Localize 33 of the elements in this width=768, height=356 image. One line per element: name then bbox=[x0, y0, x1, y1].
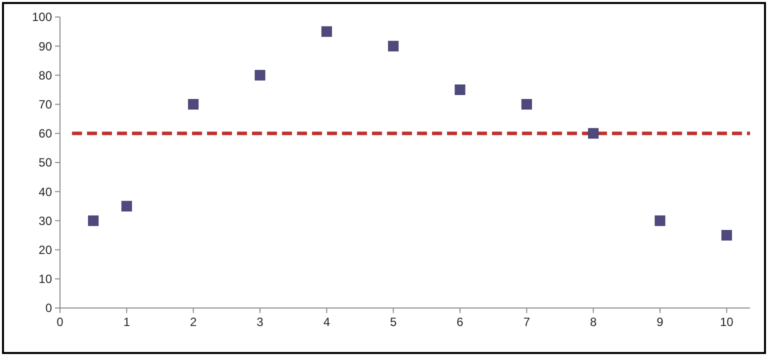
y-tick-label: 20 bbox=[38, 243, 52, 257]
x-tick-label: 5 bbox=[390, 315, 397, 329]
x-tick-label: 2 bbox=[190, 315, 197, 329]
y-tick-label: 80 bbox=[38, 68, 52, 82]
y-tick-label: 50 bbox=[38, 156, 52, 170]
point bbox=[588, 128, 599, 139]
x-tick-label: 8 bbox=[590, 315, 597, 329]
point bbox=[521, 99, 532, 110]
y-tick-label: 100 bbox=[32, 10, 52, 24]
x-tick-label: 9 bbox=[656, 315, 664, 329]
y-tick-label: 70 bbox=[38, 98, 52, 112]
point bbox=[321, 26, 332, 37]
y-tick-label: 10 bbox=[38, 272, 52, 286]
x-tick-label: 10 bbox=[720, 315, 734, 329]
point bbox=[654, 215, 666, 226]
point bbox=[188, 99, 199, 110]
point bbox=[88, 215, 99, 226]
point bbox=[721, 230, 732, 240]
point bbox=[388, 40, 399, 52]
point bbox=[454, 84, 466, 95]
x-tick-label: 1 bbox=[123, 315, 130, 329]
y-tick-label: 60 bbox=[38, 126, 52, 141]
x-tick-label: 7 bbox=[523, 315, 530, 329]
y-tick-label: 90 bbox=[38, 39, 52, 54]
x-tick-label: 4 bbox=[323, 315, 330, 329]
x-tick-label: 3 bbox=[256, 315, 264, 329]
y-tick-label: 0 bbox=[45, 301, 52, 316]
x-tick-label: 0 bbox=[56, 315, 64, 329]
point bbox=[254, 70, 266, 80]
y-tick-label: 30 bbox=[38, 214, 52, 228]
point bbox=[121, 200, 132, 212]
y-tick-label: 40 bbox=[38, 184, 52, 199]
x-tick-label: 6 bbox=[456, 315, 464, 329]
